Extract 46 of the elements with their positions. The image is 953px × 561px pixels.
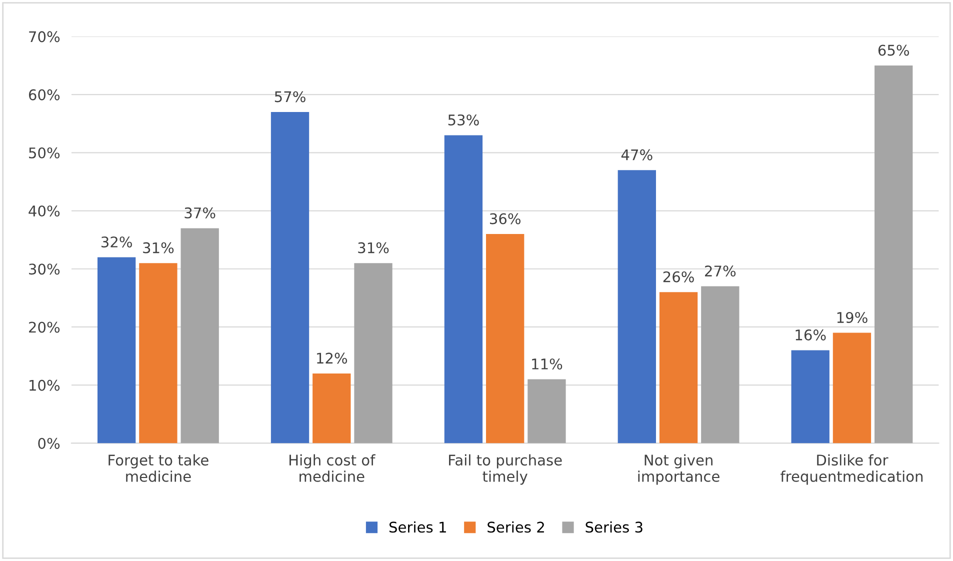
y-tick-label: 40% — [28, 205, 60, 217]
x-tick-label: Fail to purchase timely — [449, 454, 562, 485]
bar — [180, 228, 219, 444]
bar — [874, 66, 913, 444]
bar — [701, 286, 740, 444]
y-tick-label: 0% — [38, 438, 60, 449]
y-tick-label: 70% — [29, 31, 60, 42]
y-tick-label: 50% — [29, 147, 60, 158]
legend-label: Series 2 — [488, 521, 544, 533]
data-label: 57% — [274, 91, 306, 102]
y-tick-label: 60% — [28, 89, 60, 100]
bar — [486, 234, 524, 444]
bar — [444, 135, 483, 444]
x-tick-label: High cost of medicine — [290, 454, 376, 482]
data-label: 31% — [143, 242, 174, 254]
data-label: 12% — [317, 352, 348, 364]
bar — [791, 350, 830, 444]
data-label: 26% — [663, 271, 694, 282]
x-tick-label: Dislike for frequentmedication — [780, 454, 923, 485]
x-tick-label: Not given importance — [638, 454, 720, 485]
bar — [270, 112, 310, 444]
data-label: 31% — [358, 242, 389, 254]
data-label: 11% — [532, 358, 562, 370]
bar — [354, 263, 392, 444]
x-tick-label: Forget to take medicine — [108, 454, 208, 482]
legend-label: Series 1 — [389, 521, 446, 533]
bar — [139, 263, 178, 444]
y-tick-label: 10% — [30, 380, 60, 391]
data-label: 16% — [796, 329, 826, 340]
y-tick-label: 30% — [29, 264, 60, 275]
data-label: 47% — [621, 149, 652, 160]
data-label: 53% — [448, 114, 479, 126]
bar — [528, 379, 566, 444]
legend-label: Series 3 — [586, 521, 642, 533]
bar — [312, 373, 351, 444]
data-label: 32% — [101, 236, 132, 248]
data-label: 19% — [837, 312, 868, 324]
data-label: 36% — [490, 213, 520, 224]
data-label: 65% — [878, 44, 910, 56]
data-label: 27% — [705, 266, 736, 277]
bar — [659, 292, 698, 444]
bar — [97, 257, 136, 444]
y-tick-label: 20% — [29, 322, 60, 333]
bar — [618, 170, 656, 444]
data-label: 37% — [184, 207, 216, 218]
bar — [832, 332, 872, 444]
